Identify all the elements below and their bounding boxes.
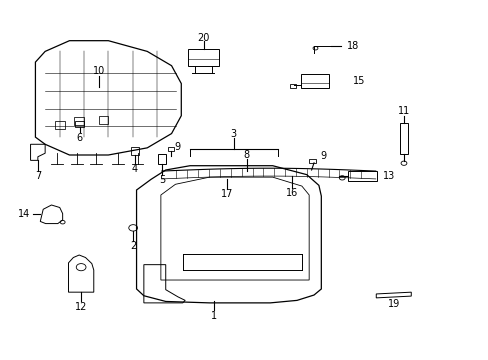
Text: 15: 15 bbox=[352, 76, 365, 86]
Text: 11: 11 bbox=[397, 107, 409, 116]
Text: 19: 19 bbox=[387, 299, 399, 309]
Text: 5: 5 bbox=[159, 175, 165, 185]
Text: 8: 8 bbox=[244, 150, 249, 160]
Text: 13: 13 bbox=[383, 171, 395, 181]
Text: 14: 14 bbox=[18, 208, 30, 219]
Text: 6: 6 bbox=[77, 133, 82, 143]
Text: 17: 17 bbox=[221, 189, 233, 199]
Text: 9: 9 bbox=[320, 151, 326, 161]
Text: 4: 4 bbox=[132, 163, 138, 174]
Text: 18: 18 bbox=[346, 41, 359, 51]
Text: 7: 7 bbox=[35, 171, 41, 181]
Text: 20: 20 bbox=[197, 33, 209, 43]
Text: 3: 3 bbox=[230, 129, 236, 139]
Text: 10: 10 bbox=[92, 66, 104, 76]
Text: 16: 16 bbox=[285, 188, 297, 198]
Text: 2: 2 bbox=[130, 241, 136, 251]
Text: 12: 12 bbox=[75, 302, 87, 312]
Text: 1: 1 bbox=[211, 311, 217, 321]
Text: 9: 9 bbox=[174, 142, 180, 152]
